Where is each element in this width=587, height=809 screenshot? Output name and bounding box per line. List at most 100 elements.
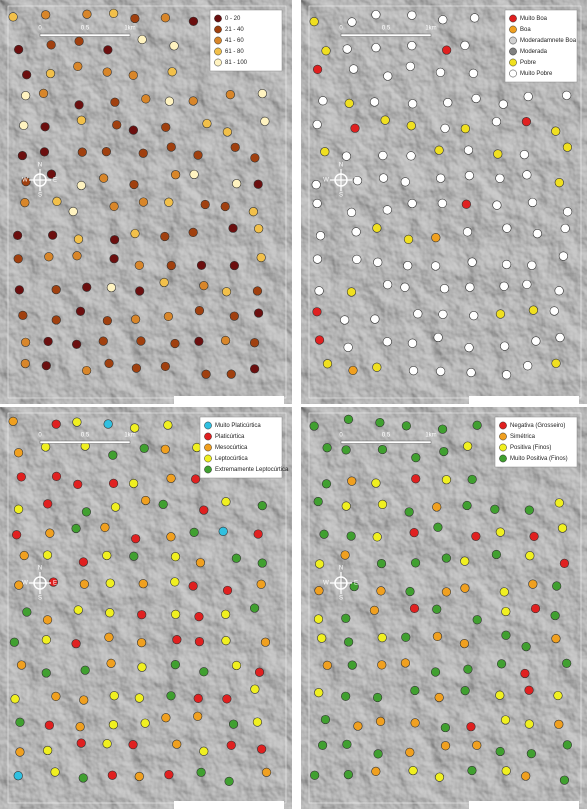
sample-point	[440, 284, 449, 293]
sample-point	[344, 343, 353, 352]
sample-point	[528, 261, 537, 270]
sample-point	[466, 283, 475, 292]
sample-point	[502, 260, 511, 269]
sample-point	[560, 559, 569, 568]
sample-point	[460, 557, 469, 566]
sample-point	[251, 154, 260, 163]
sample-point	[383, 72, 392, 81]
sample-point	[315, 287, 324, 296]
sample-point	[138, 663, 147, 672]
sample-point	[525, 720, 534, 729]
sample-point	[520, 150, 529, 159]
sample-point	[190, 528, 199, 537]
sample-point	[257, 745, 266, 754]
sample-point	[411, 559, 420, 568]
sample-point	[435, 773, 444, 782]
sample-point	[492, 550, 501, 559]
sample-point	[9, 417, 18, 426]
sample-point	[230, 312, 239, 321]
sample-point	[442, 554, 451, 563]
legend-swatch	[204, 444, 211, 451]
sample-point	[472, 94, 481, 103]
sample-point	[110, 691, 119, 700]
scale-bar	[341, 34, 431, 37]
compass-label: S	[38, 193, 42, 199]
compass-label: N	[38, 566, 42, 572]
sample-point	[383, 280, 392, 289]
sample-point	[370, 606, 379, 615]
sample-point	[409, 766, 418, 775]
sample-point	[191, 475, 200, 484]
sample-point	[21, 338, 30, 347]
map-panel: 00.51kmNSWEMuito PlaticúrticaPlaticúrtic…	[0, 407, 292, 809]
sample-point	[171, 610, 180, 619]
sample-point	[341, 551, 350, 560]
sample-point	[223, 586, 232, 595]
sample-point	[102, 551, 111, 560]
sample-point	[140, 444, 149, 453]
sample-point	[322, 480, 331, 489]
sample-point	[491, 505, 500, 514]
sample-point	[167, 532, 176, 541]
sample-point	[39, 89, 48, 98]
sample-point	[555, 499, 564, 508]
sample-point	[493, 201, 502, 210]
legend-label: Positiva (Finos)	[510, 445, 551, 451]
sample-point	[171, 552, 180, 561]
sample-point	[344, 638, 353, 647]
sample-point	[250, 604, 259, 613]
sample-point	[341, 614, 350, 623]
sample-point	[552, 359, 561, 368]
sample-point	[141, 496, 150, 505]
sample-point	[79, 696, 88, 705]
sample-point	[165, 770, 174, 779]
sample-point	[229, 224, 238, 233]
sample-point	[41, 443, 50, 452]
scale-label: 1km	[425, 433, 436, 439]
sample-point	[502, 607, 511, 616]
sample-point	[316, 231, 325, 240]
sample-point	[262, 768, 271, 777]
sample-point	[323, 661, 332, 670]
sample-point	[563, 741, 572, 750]
sample-point	[141, 95, 150, 104]
sample-point	[556, 333, 565, 342]
sample-point	[232, 554, 241, 563]
sample-point	[378, 633, 387, 642]
sample-point	[405, 508, 414, 517]
sample-point	[523, 361, 532, 370]
sample-point	[436, 68, 445, 77]
sample-point	[410, 528, 419, 537]
sample-point	[432, 233, 441, 242]
sample-point	[104, 420, 113, 429]
sample-point	[232, 179, 241, 188]
sample-point	[15, 286, 24, 295]
sample-point	[131, 534, 140, 543]
sample-point	[161, 13, 170, 22]
sample-point	[436, 367, 445, 376]
legend-label: 81 - 100	[225, 60, 248, 66]
sample-point	[231, 143, 240, 152]
sample-point	[531, 604, 540, 613]
sample-point	[199, 747, 208, 756]
sample-point	[562, 659, 571, 668]
legend-swatch	[214, 37, 221, 44]
legend-label: 21 - 40	[225, 27, 244, 33]
sample-point	[343, 740, 352, 749]
sample-point	[435, 146, 444, 155]
sample-point	[464, 665, 473, 674]
sample-point	[383, 206, 392, 215]
sample-point	[401, 659, 410, 668]
sample-point	[563, 207, 572, 216]
sample-point	[189, 582, 198, 591]
sample-point	[468, 475, 477, 484]
compass-label: N	[38, 163, 42, 169]
sample-point	[195, 337, 204, 346]
sample-point	[170, 42, 179, 51]
sample-point	[108, 771, 117, 780]
sample-point	[137, 610, 146, 619]
sample-point	[73, 418, 82, 427]
sample-point	[189, 17, 198, 26]
sample-point	[313, 65, 322, 74]
sample-point	[74, 606, 83, 615]
